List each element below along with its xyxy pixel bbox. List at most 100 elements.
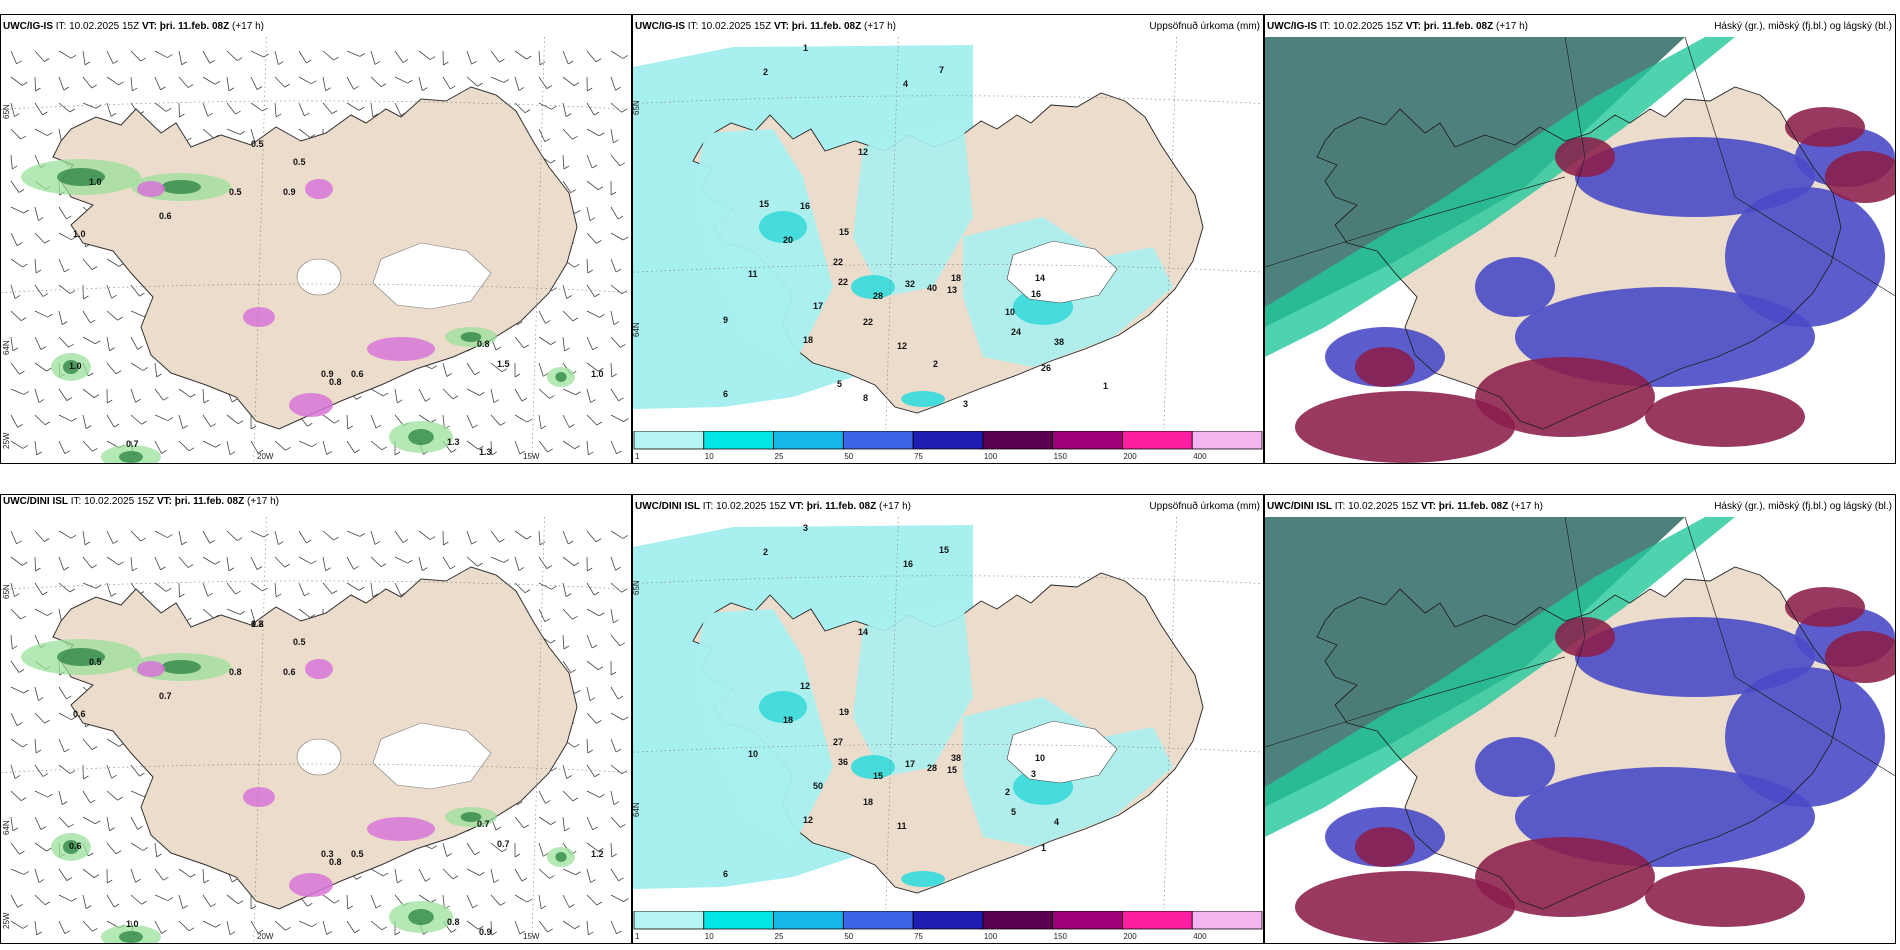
colorbar-tick: 25 [775, 932, 784, 941]
value-label: 0.6 [351, 369, 364, 379]
colorbar-tick: 1 [635, 452, 640, 461]
lat-label: 64N [633, 802, 641, 817]
colorbar-swatch [1052, 431, 1123, 450]
value-label: 0.8 [229, 667, 242, 677]
precip-title: Uppsöfnuð úrkoma (mm) [1149, 501, 1260, 512]
precip-colorbar: 1 10 25 50 75 100 150 200 400 [633, 431, 1263, 461]
value-label: 16 [1031, 289, 1041, 299]
colorbar-swatch [703, 431, 774, 450]
lon-label: 15W [523, 452, 540, 461]
value-label: 5 [1011, 807, 1016, 817]
colorbar-tick: 150 [1054, 452, 1068, 461]
wind-panel-top[interactable]: UWC/IG-IS IT: 10.02.2025 15Z VT: þri. 11… [0, 14, 632, 464]
value-label: 0.8 [447, 917, 460, 927]
cloud-panel-top[interactable]: UWC/IG-IS IT: 10.02.2025 15Z VT: þri. 11… [1264, 14, 1896, 464]
colorbar-swatch [842, 911, 914, 930]
colorbar-tick: 25 [775, 452, 784, 461]
wind-precip-areas [21, 159, 575, 463]
value-label: 12 [800, 681, 810, 691]
wind-precip-areas [21, 639, 575, 943]
axis-labels: 65N 64N 20W 15W 25W [2, 104, 540, 461]
model-name: UWC/IG-IS [635, 21, 685, 32]
cloud-map [1265, 37, 1895, 463]
cloud-map [1265, 517, 1895, 943]
value-label: 0.7 [497, 839, 510, 849]
colorbar-swatch [633, 431, 705, 450]
lon-label: 25W [2, 432, 11, 449]
value-label: 0.7 [477, 819, 490, 829]
value-label: 0.6 [69, 841, 82, 851]
low-cloud [1295, 107, 1895, 463]
value-label: 3 [1031, 769, 1036, 779]
iceland-land [52, 86, 578, 430]
value-label: 12 [803, 815, 813, 825]
init-time: IT: 10.02.2025 15Z [1334, 501, 1419, 512]
value-label: 0.8 [251, 619, 264, 629]
value-label: 1.2 [251, 619, 264, 629]
value-label: 22 [838, 277, 848, 287]
colorbar-swatch [1122, 431, 1193, 450]
value-label: 22 [863, 317, 873, 327]
precip-colorbar: 1 10 25 50 75 100 150 200 400 [633, 911, 1263, 941]
value-label: 10 [1005, 307, 1015, 317]
value-label: 2 [1005, 787, 1010, 797]
wind-map: 65N 64N 20W 15W 25W 0.5 0.5 0.9 0.5 1.0 0.6 1.0 0.8 1… [1, 37, 631, 463]
graticule [1, 37, 631, 463]
valid-time: þri. 11.feb. 08Z [791, 21, 862, 32]
value-label: 7 [939, 65, 944, 75]
coastline [1316, 566, 1842, 910]
glacier-vatnajokull [372, 242, 492, 310]
precip-panel-bottom[interactable]: UWC/DINI ISL IT: 10.02.2025 15Z VT: þri.… [632, 494, 1264, 944]
model-name: UWC/IG-IS [3, 21, 53, 32]
lead-time: (+17 h) [879, 501, 911, 512]
colorbar-tick: 10 [705, 452, 714, 461]
value-label: 3 [963, 399, 968, 409]
init-time: IT: 10.02.2025 15Z [702, 501, 787, 512]
panel-title: UWC/DINI ISL IT: 10.02.2025 15Z VT: þri.… [3, 495, 303, 508]
value-label: 1.0 [73, 229, 86, 239]
valid-time: þri. 11.feb. 08Z [1438, 501, 1509, 512]
colorbar-swatch [1191, 911, 1263, 930]
value-label: 24 [1011, 327, 1021, 337]
colorbar-swatch [773, 431, 844, 450]
value-label: 0.7 [126, 439, 139, 449]
wind-panel-bottom[interactable]: UWC/DINI ISL IT: 10.02.2025 15Z VT: þri.… [0, 494, 632, 944]
value-label: 10 [748, 749, 758, 759]
panel-title: UWC/DINI ISL IT: 10.02.2025 15Z VT: þri.… [1267, 501, 1543, 512]
value-label: 14 [858, 627, 868, 637]
axis-labels: 65N 64N 20W 15W 25W [2, 584, 540, 941]
glacier [1006, 240, 1118, 304]
valid-time: þri. 11.feb. 08Z [174, 496, 245, 507]
value-label: 18 [951, 273, 961, 283]
lead-time: (+17 h) [1511, 501, 1543, 512]
colorbar-tick: 400 [1193, 452, 1207, 461]
precip-title: Uppsöfnuð úrkoma (mm) [1149, 21, 1260, 32]
value-label: 1.2 [591, 849, 604, 859]
model-name: UWC/DINI ISL [635, 501, 700, 512]
precip-central [853, 117, 973, 297]
value-label: 0.6 [73, 709, 86, 719]
lat-label: 64N [633, 322, 641, 337]
cloud-title: Háský (gr.), miðský (fj.bl.) og lágský (… [1714, 501, 1892, 512]
init-time: IT: 10.02.2025 15Z [1319, 21, 1404, 32]
panel-title: UWC/IG-IS IT: 10.02.2025 15Z VT: þri. 11… [3, 21, 264, 32]
colorbar-tick: 400 [1193, 932, 1207, 941]
glacier-vatnajokull [372, 722, 492, 790]
model-name: UWC/DINI ISL [3, 496, 68, 507]
colorbar-tick: 200 [1123, 932, 1137, 941]
value-label: 15 [839, 227, 849, 237]
value-label: 0.9 [283, 187, 296, 197]
value-label: 4 [903, 79, 908, 89]
lead-time: (+17 h) [864, 21, 896, 32]
colorbar-tick: 100 [984, 452, 998, 461]
cloud-panel-bottom[interactable]: UWC/DINI ISL IT: 10.02.2025 15Z VT: þri.… [1264, 494, 1896, 944]
colorbar-swatch [1191, 431, 1263, 450]
axis-labels: 65N 64N [633, 580, 641, 817]
precip-panel-top[interactable]: UWC/IG-IS IT: 10.02.2025 15Z VT: þri. 11… [632, 14, 1264, 464]
valid-time: þri. 11.feb. 08Z [159, 21, 230, 32]
value-label: 1.3 [447, 437, 460, 447]
lat-label: 65N [633, 580, 641, 595]
axis-labels: 65N 64N [633, 100, 641, 337]
value-label: 28 [873, 291, 883, 301]
